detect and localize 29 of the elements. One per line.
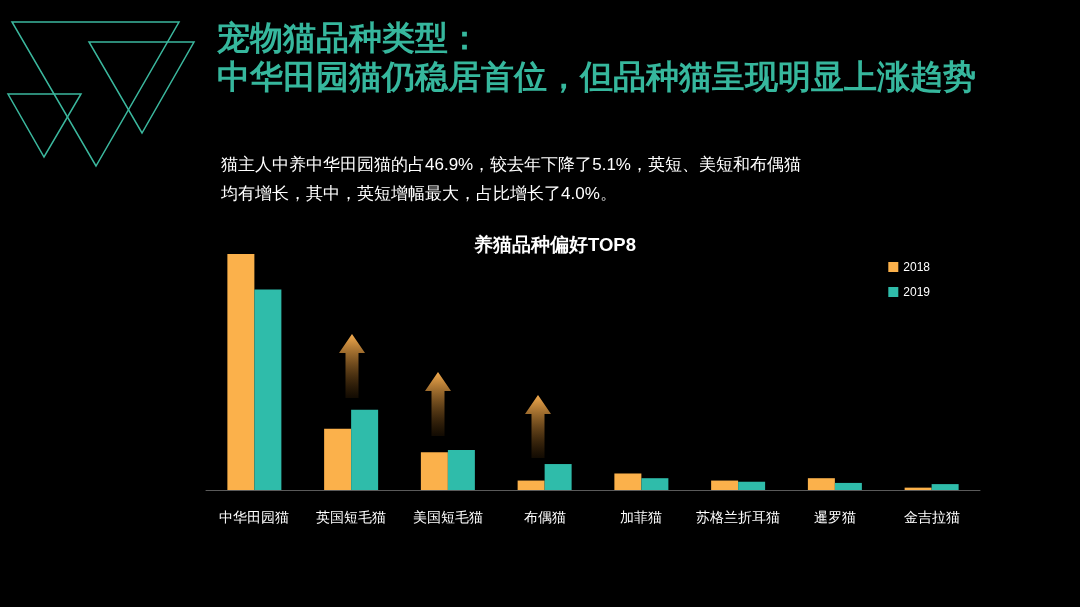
legend-label: 2018 bbox=[903, 260, 931, 274]
legend-label: 2019 bbox=[903, 285, 931, 299]
bar bbox=[641, 478, 669, 490]
bar bbox=[351, 409, 379, 490]
chart-subtitle: 中华田园猫仍稳居首位，但品种猫呈现明显上涨趋势 bbox=[217, 58, 976, 95]
bar bbox=[254, 289, 282, 490]
bar bbox=[227, 254, 255, 490]
x-tick-label: 暹罗猫 bbox=[813, 509, 856, 525]
annotation: 养猫品种偏好TOP8 bbox=[473, 234, 636, 255]
bar bbox=[517, 480, 545, 490]
x-tick-label: 英国短毛猫 bbox=[316, 509, 387, 525]
chart-title: 宠物猫品种类型： bbox=[216, 19, 481, 56]
x-tick-label: 金吉拉猫 bbox=[903, 509, 960, 525]
bar bbox=[738, 481, 766, 490]
text: 猫主人中养中华田园猫的占46.9%，较去年下降了5.1%，英短、美短和布偶猫均有增长，其中，英短增幅最大，占比增长了4.0%。 bbox=[220, 155, 801, 203]
bar bbox=[544, 464, 572, 490]
bar bbox=[420, 452, 448, 490]
bar bbox=[614, 473, 642, 490]
x-tick-label: 美国短毛猫 bbox=[412, 509, 483, 525]
x-tick-label: 中华田园猫 bbox=[219, 509, 290, 525]
bar bbox=[807, 478, 835, 490]
bar bbox=[447, 449, 475, 490]
bar bbox=[834, 482, 862, 490]
bar bbox=[931, 484, 959, 490]
x-tick-label: 苏格兰折耳猫 bbox=[696, 509, 781, 525]
bar bbox=[711, 480, 739, 490]
x-tick-label: 加菲猫 bbox=[620, 509, 663, 525]
bar bbox=[324, 428, 352, 490]
x-tick-label: 布偶猫 bbox=[523, 509, 566, 525]
